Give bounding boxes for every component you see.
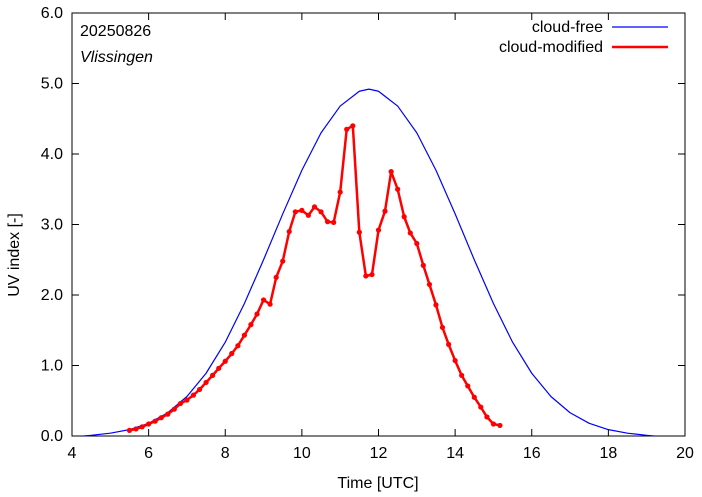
data-point-cloud-modified <box>356 229 362 235</box>
data-point-cloud-modified <box>216 365 222 371</box>
series-group <box>83 88 655 437</box>
data-point-cloud-modified <box>452 357 458 364</box>
y-tick-label: 4.0 <box>41 146 63 163</box>
data-point-cloud-modified <box>235 343 241 349</box>
data-point-cloud-modified <box>152 418 158 424</box>
data-point-cloud-modified <box>222 358 228 364</box>
y-tick-label: 5.0 <box>41 76 63 93</box>
data-point-cloud-modified <box>260 297 267 303</box>
data-point-cloud-modified <box>407 230 413 236</box>
data-point-cloud-modified <box>426 281 433 288</box>
data-point-cloud-modified <box>133 426 139 432</box>
series-line-cloud-free <box>83 88 655 437</box>
data-point-cloud-modified <box>382 208 388 214</box>
data-point-cloud-modified <box>414 240 420 247</box>
data-point-cloud-modified <box>318 209 324 215</box>
data-point-cloud-modified <box>299 207 305 213</box>
data-point-cloud-modified <box>344 126 350 132</box>
y-tick-label: 0.0 <box>41 428 63 445</box>
data-point-cloud-modified <box>439 324 446 331</box>
data-point-cloud-modified <box>126 427 133 433</box>
x-tick-label: 16 <box>523 445 541 462</box>
data-point-cloud-modified <box>210 372 216 378</box>
data-point-cloud-modified <box>248 322 254 328</box>
y-tick-label: 1.0 <box>41 358 63 375</box>
data-point-cloud-modified <box>433 302 439 308</box>
y-axis-label: UV index [-] <box>6 213 23 297</box>
data-point-cloud-modified <box>267 301 273 307</box>
x-tick-label: 14 <box>446 445 464 462</box>
data-point-cloud-modified <box>363 273 369 279</box>
data-point-cloud-modified <box>497 422 503 429</box>
x-tick-label: 20 <box>676 445 694 462</box>
data-point-cloud-modified <box>459 372 465 378</box>
data-point-cloud-modified <box>465 383 471 389</box>
series-line-cloud-modified <box>129 124 501 432</box>
data-point-cloud-modified <box>190 392 197 398</box>
data-point-cloud-modified <box>484 414 490 420</box>
axis-ticks: 4 6 8 10 12 14 16 18 20 0.0 1.0 2.0 3.0 4.0 5.0 6.0 <box>41 5 694 462</box>
x-tick-label: 6 <box>144 445 153 462</box>
x-axis-label: Time [UTC] <box>337 475 418 492</box>
data-point-cloud-modified <box>388 169 394 175</box>
legend: cloud-free cloud-modified <box>499 19 668 56</box>
data-point-cloud-modified <box>280 258 286 264</box>
data-point-cloud-modified <box>139 424 145 430</box>
data-point-cloud-modified <box>420 262 426 268</box>
data-point-cloud-modified <box>490 421 497 427</box>
data-point-cloud-modified <box>184 397 190 403</box>
data-point-cloud-modified <box>165 411 171 417</box>
x-tick-label: 12 <box>370 445 388 462</box>
data-point-cloud-modified <box>305 212 311 218</box>
legend-label-cloud-free: cloud-free <box>532 19 603 36</box>
data-point-cloud-modified <box>350 123 356 129</box>
data-point-cloud-modified <box>395 186 401 192</box>
y-tick-label: 2.0 <box>41 287 63 304</box>
data-point-cloud-modified <box>146 421 152 427</box>
data-point-cloud-modified <box>331 219 337 225</box>
data-point-cloud-modified <box>369 271 375 278</box>
data-point-cloud-modified <box>292 209 298 215</box>
data-point-cloud-modified <box>203 379 209 386</box>
data-point-cloud-modified <box>229 350 235 357</box>
data-point-cloud-modified <box>311 204 318 210</box>
x-tick-label: 18 <box>599 445 617 462</box>
data-point-cloud-modified <box>324 219 331 225</box>
data-point-cloud-modified <box>471 394 477 400</box>
data-point-cloud-modified <box>446 341 452 347</box>
data-point-cloud-modified <box>375 227 382 233</box>
data-point-cloud-modified <box>273 274 279 280</box>
x-tick-label: 8 <box>221 445 230 462</box>
data-point-cloud-modified <box>401 214 407 220</box>
data-point-cloud-modified <box>254 311 260 317</box>
plot-frame-group <box>71 12 686 437</box>
data-point-cloud-modified <box>177 400 184 407</box>
y-tick-label: 6.0 <box>41 5 63 22</box>
y-tick-label: 3.0 <box>41 217 63 234</box>
location-annotation: Vlissingen <box>80 49 153 66</box>
plot-frame <box>71 12 686 437</box>
data-point-cloud-modified <box>478 404 484 410</box>
x-tick-label: 10 <box>293 445 311 462</box>
date-annotation: 20250826 <box>80 23 151 40</box>
data-point-cloud-modified <box>337 189 343 195</box>
data-point-cloud-modified <box>171 406 177 412</box>
data-point-cloud-modified <box>286 228 292 235</box>
data-point-cloud-modified <box>196 386 203 393</box>
legend-label-cloud-modified: cloud-modified <box>499 39 603 56</box>
data-point-cloud-modified <box>241 332 248 338</box>
data-point-cloud-modified <box>158 415 164 421</box>
x-tick-label: 4 <box>68 445 77 462</box>
